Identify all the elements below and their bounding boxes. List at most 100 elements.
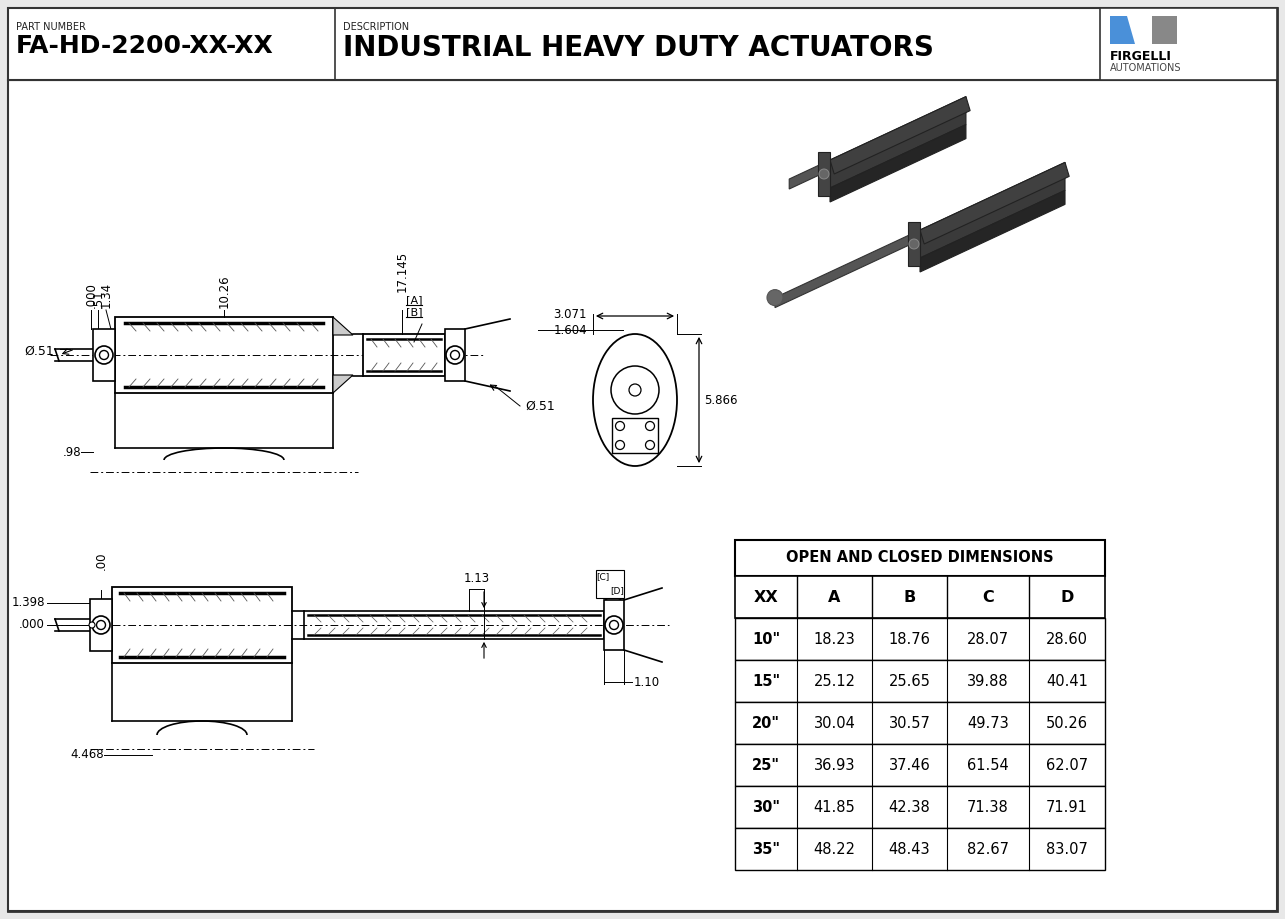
Bar	[445, 329, 465, 381]
Text: 41.85: 41.85	[813, 800, 856, 814]
Text: 3.071: 3.071	[554, 308, 587, 321]
Polygon shape	[830, 96, 970, 174]
Text: 42.38: 42.38	[889, 800, 930, 814]
Polygon shape	[920, 190, 1065, 272]
Text: 71.38: 71.38	[968, 800, 1009, 814]
Text: 1.10: 1.10	[634, 675, 660, 688]
Circle shape	[93, 616, 111, 634]
Text: .00: .00	[95, 551, 108, 570]
Text: 25.65: 25.65	[888, 674, 930, 688]
Text: 62.07: 62.07	[1046, 757, 1088, 773]
Bar	[735, 744, 1105, 786]
Text: Ø.51: Ø.51	[24, 345, 54, 357]
Circle shape	[446, 346, 464, 364]
Text: OPEN AND CLOSED DIMENSIONS: OPEN AND CLOSED DIMENSIONS	[786, 550, 1054, 565]
Text: 48.43: 48.43	[889, 842, 930, 857]
Bar	[604, 600, 625, 650]
Text: 48.22: 48.22	[813, 842, 856, 857]
Polygon shape	[920, 163, 1065, 258]
Text: 1.604: 1.604	[554, 323, 587, 336]
Text: 36.93: 36.93	[813, 757, 856, 773]
Circle shape	[609, 620, 618, 630]
Text: C: C	[982, 589, 993, 605]
Text: 25": 25"	[752, 757, 780, 773]
Text: 18.23: 18.23	[813, 631, 856, 646]
Bar	[305, 611, 604, 639]
Text: 39.88: 39.88	[968, 674, 1009, 688]
Text: INDUSTRIAL HEAVY DUTY ACTUATORS: INDUSTRIAL HEAVY DUTY ACTUATORS	[343, 34, 934, 62]
Bar	[1100, 8, 1277, 80]
Text: 18.76: 18.76	[888, 631, 930, 646]
Circle shape	[610, 366, 659, 414]
Bar	[735, 702, 1105, 744]
Bar	[8, 8, 1277, 80]
Text: 49.73: 49.73	[968, 716, 1009, 731]
Text: 83.07: 83.07	[1046, 842, 1088, 857]
Polygon shape	[1151, 16, 1177, 44]
Bar	[362, 334, 445, 376]
Bar	[735, 618, 1105, 660]
Text: [D]: [D]	[610, 586, 625, 596]
Polygon shape	[775, 230, 920, 308]
Text: 1.34: 1.34	[99, 282, 113, 308]
Text: .000: .000	[19, 618, 45, 631]
Bar	[93, 329, 114, 381]
Text: .98: .98	[63, 446, 81, 459]
Polygon shape	[920, 163, 1069, 244]
Text: 20": 20"	[752, 716, 780, 731]
Text: 1.398: 1.398	[12, 596, 45, 609]
Text: 25.12: 25.12	[813, 674, 856, 688]
Text: FIRGELLI: FIRGELLI	[1110, 50, 1172, 63]
Circle shape	[451, 350, 460, 359]
Circle shape	[628, 384, 641, 396]
Text: 82.67: 82.67	[968, 842, 1009, 857]
Text: 37.46: 37.46	[889, 757, 930, 773]
Text: 15": 15"	[752, 674, 780, 688]
Text: DESCRIPTION: DESCRIPTION	[343, 22, 409, 32]
Circle shape	[767, 289, 783, 306]
Text: 40.41: 40.41	[1046, 674, 1088, 688]
Polygon shape	[333, 317, 353, 335]
Text: Ø.51: Ø.51	[526, 400, 555, 413]
Text: PART NUMBER: PART NUMBER	[15, 22, 86, 32]
Text: AUTOMATIONS: AUTOMATIONS	[1110, 63, 1181, 73]
Polygon shape	[1110, 16, 1148, 44]
Circle shape	[616, 422, 625, 430]
Text: D: D	[1060, 589, 1074, 605]
Text: 35": 35"	[752, 842, 780, 857]
Bar	[735, 786, 1105, 828]
Bar	[114, 317, 333, 393]
Circle shape	[819, 169, 829, 179]
Text: 30": 30"	[752, 800, 780, 814]
Text: 71.91: 71.91	[1046, 800, 1088, 814]
Circle shape	[645, 440, 654, 449]
Text: 10.26: 10.26	[217, 275, 230, 308]
Circle shape	[95, 346, 113, 364]
Text: [C]: [C]	[596, 573, 609, 582]
Text: 28.60: 28.60	[1046, 631, 1088, 646]
Text: A: A	[829, 589, 840, 605]
Text: 30.04: 30.04	[813, 716, 856, 731]
Text: 5.866: 5.866	[704, 393, 738, 406]
Text: 1.13: 1.13	[464, 572, 490, 585]
Text: 61.54: 61.54	[968, 757, 1009, 773]
Circle shape	[99, 350, 108, 359]
Text: FA-HD-2200-XX-XX: FA-HD-2200-XX-XX	[15, 34, 274, 58]
Text: 4.468: 4.468	[71, 748, 104, 762]
Text: 28.07: 28.07	[966, 631, 1009, 646]
Text: .51: .51	[91, 289, 104, 308]
Text: 10": 10"	[752, 631, 780, 646]
Text: .000: .000	[85, 282, 98, 308]
Text: XX: XX	[753, 589, 779, 605]
Text: [A]: [A]	[406, 295, 423, 305]
Circle shape	[616, 440, 625, 449]
Polygon shape	[830, 96, 966, 188]
Bar	[735, 828, 1105, 870]
Bar	[735, 576, 1105, 618]
Circle shape	[89, 622, 95, 628]
Text: 50.26: 50.26	[1046, 716, 1088, 731]
Circle shape	[645, 422, 654, 430]
Bar	[112, 587, 292, 663]
Polygon shape	[333, 375, 353, 393]
Polygon shape	[789, 160, 830, 189]
